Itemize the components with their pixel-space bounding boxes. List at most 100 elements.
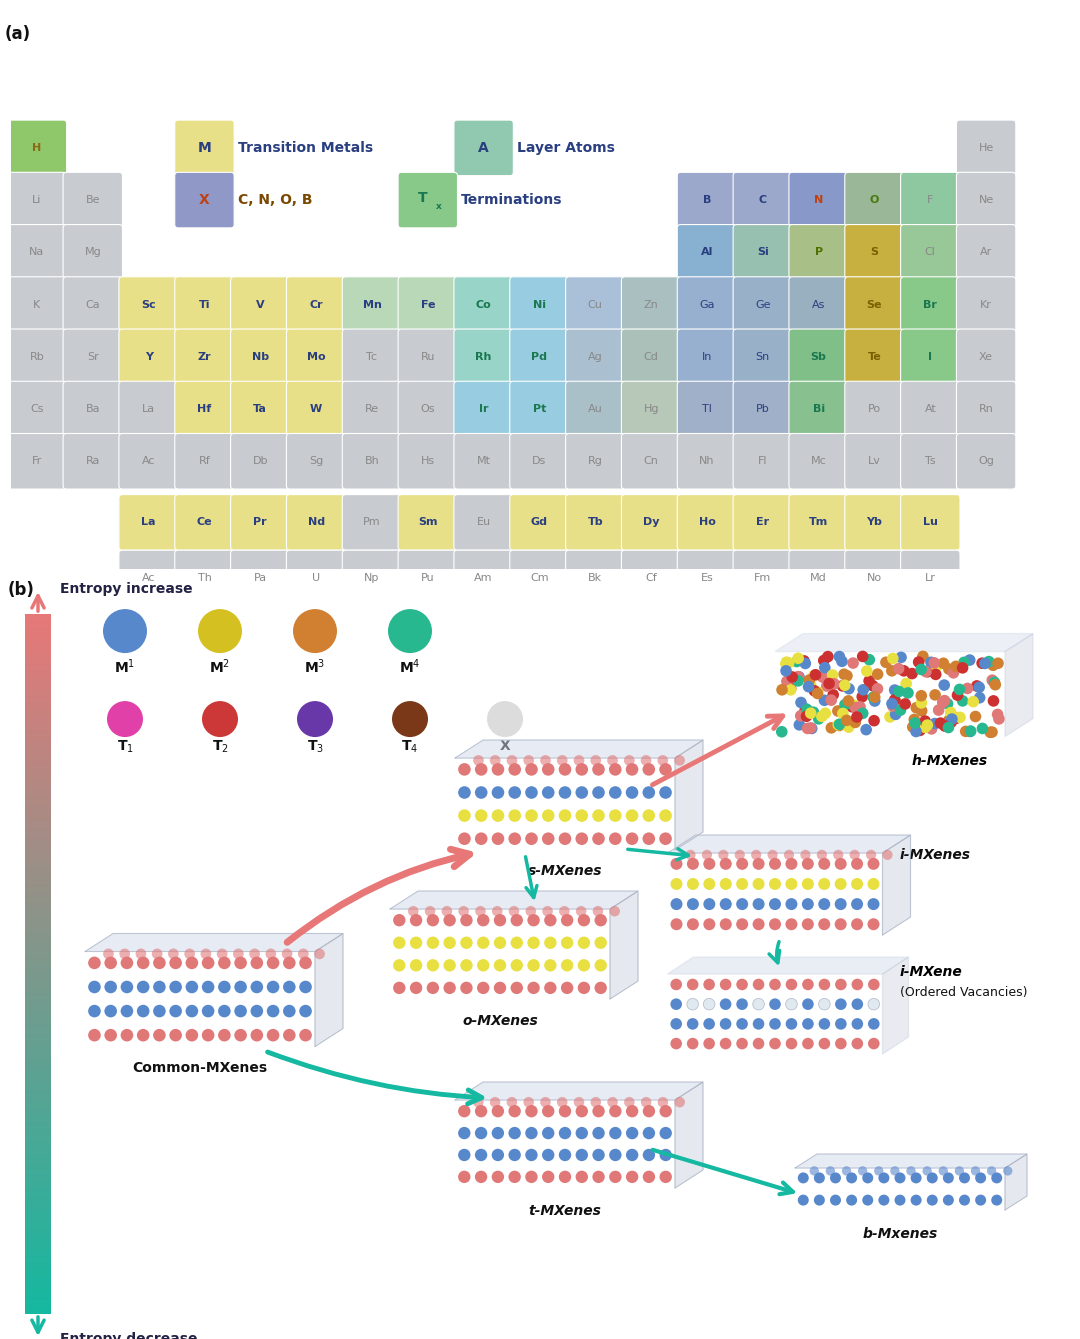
Circle shape: [477, 981, 489, 994]
Text: M$^1$: M$^1$: [114, 657, 136, 676]
Circle shape: [856, 651, 868, 663]
Circle shape: [907, 722, 918, 732]
Circle shape: [511, 936, 523, 949]
Circle shape: [475, 907, 486, 916]
Circle shape: [107, 702, 143, 736]
Circle shape: [800, 703, 811, 715]
Circle shape: [251, 1004, 264, 1018]
Circle shape: [737, 999, 747, 1010]
Circle shape: [609, 809, 622, 822]
FancyBboxPatch shape: [845, 277, 904, 332]
Circle shape: [544, 959, 556, 972]
Circle shape: [939, 695, 950, 707]
Circle shape: [831, 1173, 841, 1184]
FancyBboxPatch shape: [901, 225, 960, 280]
Circle shape: [954, 684, 966, 695]
Circle shape: [851, 898, 863, 911]
Text: U: U: [312, 573, 320, 582]
Polygon shape: [85, 933, 343, 952]
Circle shape: [793, 675, 804, 687]
FancyBboxPatch shape: [845, 494, 904, 550]
Circle shape: [839, 699, 851, 711]
Text: Er: Er: [756, 517, 769, 528]
Circle shape: [576, 786, 588, 799]
FancyBboxPatch shape: [175, 173, 234, 228]
Circle shape: [201, 948, 212, 959]
Circle shape: [872, 668, 883, 680]
Text: Ti: Ti: [199, 300, 211, 309]
Circle shape: [878, 1194, 889, 1205]
FancyBboxPatch shape: [454, 550, 513, 605]
FancyBboxPatch shape: [788, 434, 849, 489]
Circle shape: [841, 715, 852, 726]
Text: Lu: Lu: [923, 517, 937, 528]
Text: Ge: Ge: [755, 300, 770, 309]
Circle shape: [902, 687, 914, 699]
Text: Pd: Pd: [531, 352, 548, 362]
Circle shape: [687, 919, 699, 931]
Circle shape: [671, 919, 683, 931]
Circle shape: [609, 1105, 622, 1117]
Circle shape: [769, 898, 781, 911]
Circle shape: [491, 1170, 504, 1184]
Circle shape: [410, 981, 422, 994]
Circle shape: [643, 1127, 656, 1139]
FancyBboxPatch shape: [788, 173, 849, 228]
Circle shape: [895, 652, 907, 663]
Circle shape: [626, 1149, 638, 1161]
Text: Co: Co: [476, 300, 491, 309]
Text: N: N: [814, 195, 823, 205]
Circle shape: [561, 915, 573, 927]
Text: Mn: Mn: [363, 300, 381, 309]
Circle shape: [121, 956, 133, 969]
Circle shape: [785, 858, 797, 870]
Circle shape: [988, 695, 999, 707]
Text: Mo: Mo: [307, 352, 325, 362]
Circle shape: [511, 959, 523, 972]
Circle shape: [812, 688, 823, 699]
Circle shape: [660, 1149, 672, 1161]
Circle shape: [929, 657, 940, 668]
Circle shape: [893, 686, 905, 698]
Circle shape: [507, 1097, 517, 1107]
Circle shape: [442, 907, 453, 916]
Circle shape: [594, 936, 607, 949]
Circle shape: [444, 936, 456, 949]
Circle shape: [233, 948, 244, 959]
Circle shape: [785, 1018, 797, 1030]
FancyBboxPatch shape: [733, 494, 793, 550]
Circle shape: [576, 1170, 588, 1184]
Text: A: A: [478, 141, 489, 155]
Text: i-MXene: i-MXene: [900, 965, 962, 979]
Circle shape: [821, 680, 833, 692]
Text: In: In: [702, 352, 712, 362]
Circle shape: [851, 919, 863, 931]
FancyBboxPatch shape: [119, 550, 178, 605]
FancyBboxPatch shape: [621, 550, 680, 605]
Circle shape: [703, 898, 715, 911]
FancyBboxPatch shape: [175, 121, 234, 175]
Circle shape: [609, 1170, 622, 1184]
Circle shape: [218, 1028, 231, 1042]
FancyBboxPatch shape: [399, 277, 458, 332]
Circle shape: [592, 786, 605, 799]
Text: Bi: Bi: [812, 404, 825, 414]
Circle shape: [916, 698, 928, 708]
Circle shape: [283, 1028, 296, 1042]
Circle shape: [825, 722, 837, 734]
Circle shape: [836, 656, 848, 667]
Circle shape: [458, 907, 469, 916]
Circle shape: [525, 809, 538, 822]
Circle shape: [798, 655, 810, 667]
Circle shape: [458, 809, 471, 822]
Text: Common-MXenes: Common-MXenes: [133, 1060, 268, 1075]
Circle shape: [525, 786, 538, 799]
Circle shape: [793, 671, 804, 683]
Circle shape: [856, 707, 868, 719]
Circle shape: [477, 915, 489, 927]
FancyBboxPatch shape: [845, 434, 904, 489]
Circle shape: [475, 1105, 487, 1117]
Circle shape: [894, 1173, 905, 1184]
Circle shape: [868, 1018, 879, 1030]
Text: Au: Au: [588, 404, 603, 414]
